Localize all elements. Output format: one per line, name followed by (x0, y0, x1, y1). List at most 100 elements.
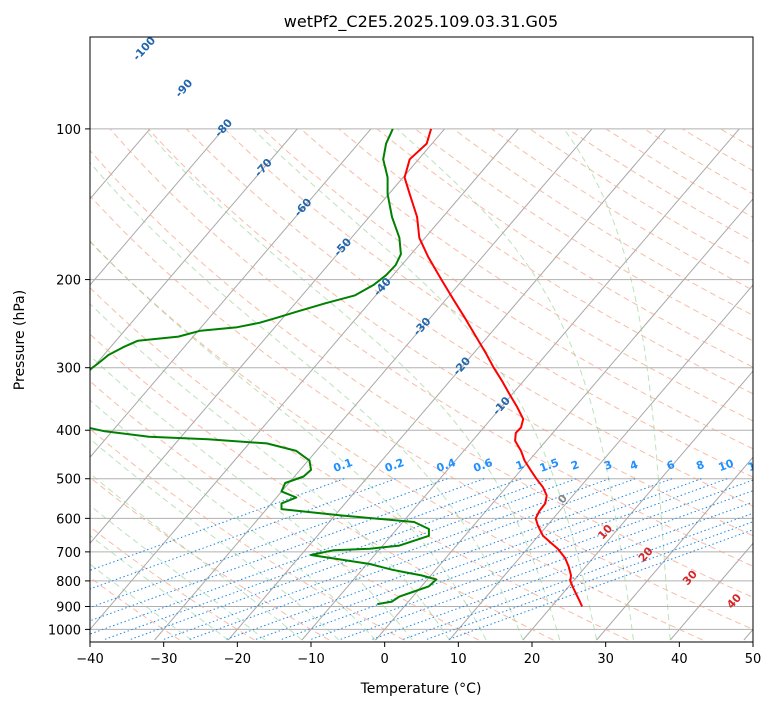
moist-adiabat-line (90, 240, 487, 641)
y-tick-label: 100 (56, 123, 81, 138)
moist-adiabat-line (90, 534, 229, 641)
y-tick-label: 700 (56, 546, 81, 561)
mixing-ratio-line (187, 478, 636, 641)
isotherm-line (90, 128, 298, 372)
mixing-ratio-label: 0.4 (435, 456, 458, 475)
dry-adiabat-line (147, 128, 753, 537)
mixing-ratio-line (102, 478, 551, 641)
isotherm-label: -90 (172, 76, 195, 100)
isotherm-label: -100 (130, 34, 158, 63)
isotherm-line (743, 628, 753, 641)
series-line-dewpoint (90, 128, 438, 606)
dry-adiabat-line (90, 476, 330, 641)
mixing-ratio-label: 2 (569, 458, 581, 473)
isotherm-line (154, 128, 593, 641)
mixing-ratio-line (309, 479, 753, 641)
moist-adiabat-line (90, 563, 192, 641)
dry-adiabat-line (567, 128, 753, 242)
isotherm-line (90, 128, 372, 458)
dry-adiabat-line (414, 128, 753, 342)
y-tick-label: 1000 (48, 623, 81, 638)
warm-isotherm-label: 20 (636, 544, 656, 564)
dry-adiabat-line (376, 128, 753, 368)
isotherm-line (375, 198, 753, 641)
dry-adiabat-line (90, 149, 753, 598)
x-tick-label: 0 (381, 652, 389, 667)
mixing-ratio-label: 1.5 (538, 456, 561, 475)
mixing-ratio-label: 13 (746, 457, 765, 474)
y-tick-label: 600 (56, 512, 81, 527)
dry-adiabat-line (643, 128, 753, 195)
warm-isotherm-label: 30 (680, 568, 700, 588)
moist-adiabat-line (90, 438, 340, 641)
mixing-ratio-label: 3 (602, 458, 614, 473)
moist-adiabat-line (144, 128, 561, 641)
x-tick-label: 50 (745, 652, 762, 667)
isotherm-line (90, 128, 445, 545)
mixing-ratio-line (90, 478, 485, 622)
y-tick-label: 500 (56, 473, 81, 488)
x-tick-label: −40 (76, 652, 103, 667)
mixing-ratio-label: 1 (514, 458, 526, 473)
x-tick-label: 30 (597, 652, 614, 667)
dry-adiabat-line (338, 128, 753, 395)
x-tick-label: 10 (450, 652, 467, 667)
moist-adiabat-line (90, 504, 266, 641)
isotherm-line (90, 128, 224, 286)
isotherm-line (448, 284, 753, 641)
moist-adiabat-line (90, 472, 303, 641)
mixing-ratio-line (128, 478, 577, 641)
dry-adiabat-line (186, 128, 753, 507)
dry-adiabat-line (90, 195, 753, 630)
mixing-ratio-label: 0.6 (472, 456, 495, 475)
dry-adiabat-line (759, 129, 775, 640)
x-tick-label: −10 (297, 652, 324, 667)
dry-adiabat-line (90, 333, 554, 641)
y-tick-label: 800 (56, 575, 81, 590)
moist-adiabat-line (252, 128, 598, 641)
mixing-ratio-line (401, 512, 753, 641)
mixing-ratio-line (279, 478, 728, 641)
mixing-ratio-label: 4 (628, 458, 640, 473)
y-tick-label: 300 (56, 362, 81, 377)
x-tick-label: 40 (671, 652, 688, 667)
dry-adiabat-line (300, 128, 753, 422)
dry-adiabat-line (109, 128, 753, 567)
dry-adiabat-line (90, 526, 255, 641)
mixing-ratio-line (161, 478, 610, 641)
moist-adiabat-line (90, 303, 450, 641)
x-axis-ticks: −40 −30 −20 −10 0 10 20 30 40 50 (76, 642, 761, 667)
mixing-ratio-line (338, 490, 753, 641)
dry-adiabat-line (90, 240, 703, 641)
isotherm-line (227, 128, 666, 641)
y-tick-label: 900 (56, 600, 81, 615)
moist-adiabat-line (90, 161, 524, 641)
mixing-ratio-label: 10 (717, 457, 736, 475)
mixing-ratio-line (253, 478, 702, 641)
x-axis-label: Temperature (°C) (360, 681, 482, 697)
mixing-ratio-label: 8 (694, 458, 706, 473)
mixing-ratio-line (90, 478, 522, 635)
moist-adiabat-line (90, 399, 376, 641)
dry-adiabat-line (605, 128, 753, 218)
series-line-temperature (403, 128, 584, 607)
dry-adiabat-line (262, 128, 753, 450)
dry-adiabat-line (90, 380, 479, 641)
dry-adiabat-line (90, 287, 629, 641)
dry-adiabat-line (682, 128, 753, 172)
x-tick-label: −20 (224, 652, 251, 667)
dry-adiabat-line (90, 428, 405, 641)
y-axis-label: Pressure (hPa) (12, 290, 28, 390)
y-axis-ticks: 100 200 300 400 500 600 700 800 900 1000 (48, 123, 90, 638)
mixing-ratio-line (446, 529, 753, 641)
isotherm-line (669, 542, 753, 641)
mixing-ratio-label: 6 (665, 458, 677, 473)
y-tick-label: 200 (56, 274, 81, 289)
mixing-ratio-label: 0.2 (383, 456, 406, 475)
background-reference-lines (90, 128, 775, 641)
dry-adiabat-line (90, 576, 180, 641)
mixing-ratio-line (370, 501, 753, 641)
warm-isotherm-label: 40 (724, 591, 744, 611)
mixing-ratio-label: 0.1 (332, 456, 355, 475)
